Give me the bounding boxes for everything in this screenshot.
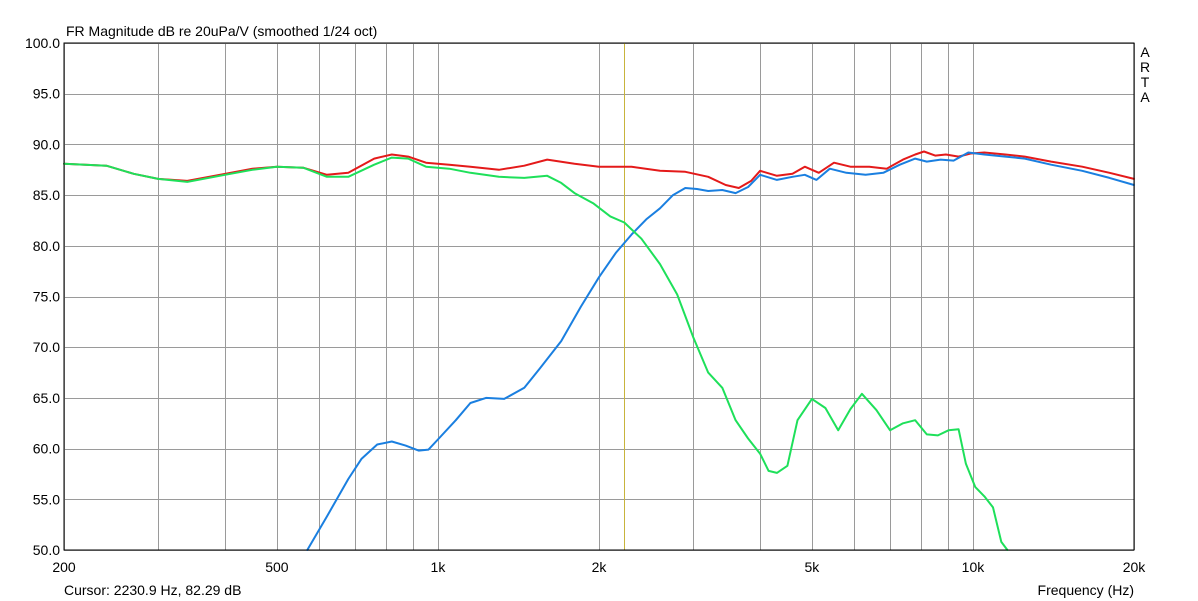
y-tick-labels: 50.0 55.0 60.0 65.0 70.0 75.0 80.0 85.0 90.0 95.0… <box>25 35 60 558</box>
plot-frame <box>63 42 1135 551</box>
x-tick-label: 5k <box>804 559 820 575</box>
y-tick-label: 95.0 <box>33 86 60 102</box>
series-line-2 <box>306 151 1135 551</box>
watermark-letter: T <box>1141 74 1150 90</box>
y-tick-label: 90.0 <box>33 136 60 152</box>
series-line-3 <box>63 156 1009 551</box>
chart-title: FR Magnitude dB re 20uPa/V (smoothed 1/2… <box>66 23 377 39</box>
y-tick-label: 70.0 <box>33 339 60 355</box>
y-tick-label: 85.0 <box>33 187 60 203</box>
x-tick-labels: 200 500 1k 2k 5k 10k 20k <box>52 559 1146 575</box>
y-tick-label: 50.0 <box>33 542 60 558</box>
x-tick-label: 2k <box>592 559 608 575</box>
y-tick-label: 60.0 <box>33 441 60 457</box>
x-tick-label: 10k <box>962 559 986 575</box>
x-tick-label: 1k <box>431 559 447 575</box>
watermark-letter: A <box>1140 89 1150 105</box>
y-tick-label: 75.0 <box>33 289 60 305</box>
y-tick-label: 55.0 <box>33 491 60 507</box>
y-tick-label: 80.0 <box>33 238 60 254</box>
x-tick-label: 200 <box>52 559 76 575</box>
watermark-letter: A <box>1140 44 1150 60</box>
watermark-letter: R <box>1140 59 1150 75</box>
x-tick-label: 500 <box>265 559 289 575</box>
cursor-readout: Cursor: 2230.9 Hz, 82.29 dB <box>64 582 241 598</box>
series-lines <box>63 150 1135 551</box>
y-tick-label: 65.0 <box>33 390 60 406</box>
x-axis-label: Frequency (Hz) <box>1038 582 1134 598</box>
x-tick-label: 20k <box>1123 559 1147 575</box>
y-tick-label: 100.0 <box>25 35 60 51</box>
